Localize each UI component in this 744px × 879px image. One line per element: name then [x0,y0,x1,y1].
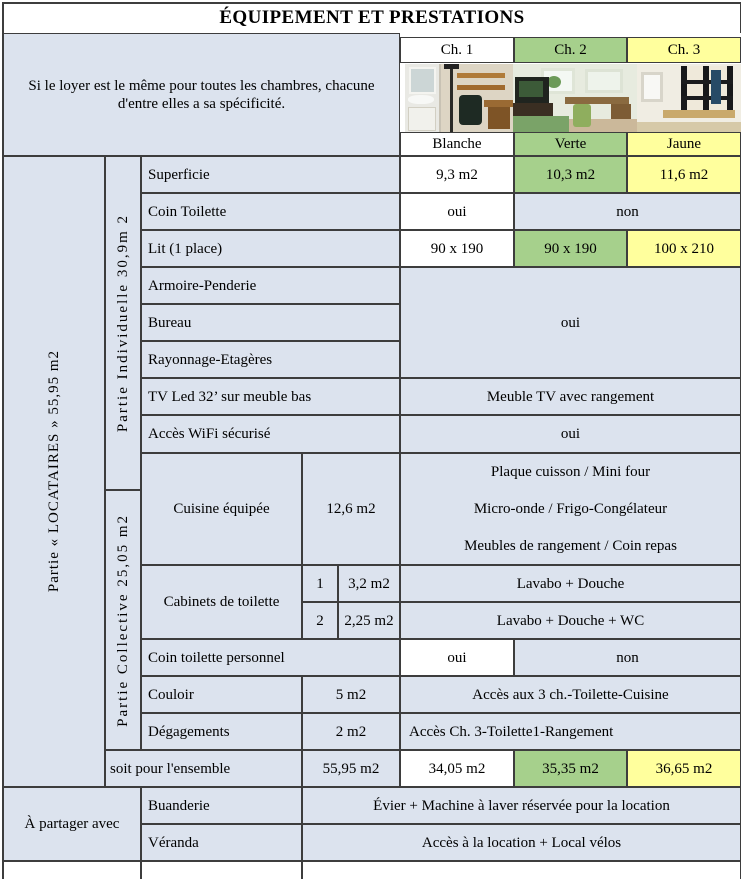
row-bureau-label: Bureau [141,304,400,341]
row-cabinets-label: Cabinets de toilette [141,565,302,639]
floor-shape [637,122,741,132]
total-ch2: 35,35 m2 [514,750,627,787]
shelf-post-shape [703,66,709,118]
row-rayonnage-label: Rayonnage-Etagères [141,341,400,378]
window-shape [585,69,623,93]
empty-cell [302,861,741,879]
lit-ch1: 90 x 190 [400,230,514,267]
cuisine-line-2: Micro-onde / Frigo-Congélateur [473,500,668,517]
lamp-pole-shape [450,66,453,132]
desk-shape [484,100,514,107]
empty-cell [141,861,302,879]
chair-shape [573,104,591,127]
room-name-ch2: Verte [514,132,627,156]
cabinet-1-value: Lavabo + Douche [400,565,741,602]
tv-stand-shape [513,103,553,119]
plant-shape [547,76,561,88]
superficie-ch2: 10,3 m2 [514,156,627,193]
shelf-post-shape [681,66,687,118]
section-collective-label: Partie Collective 25,05 m2 [115,513,131,727]
tv-value: Meuble TV avec rangement [400,378,741,415]
shelf-post-shape [727,66,733,118]
column-header-ch1: Ch. 1 [400,37,514,63]
section-locataires-label: Partie « LOCATAIRES » 55,95 m2 [46,350,62,593]
cuisine-size: 12,6 m2 [302,453,400,565]
row-degagements-label: Dégagements [141,713,302,750]
cabinet-1-size: 3,2 m2 [338,565,400,602]
room-name-ch3: Jaune [627,132,741,156]
row-coin-toilette-label: Coin Toilette [141,193,400,230]
bed-shape [513,116,569,132]
section-locataires: Partie « LOCATAIRES » 55,95 m2 [3,156,105,787]
mirror-shape [409,67,436,94]
total-size: 55,95 m2 [302,750,400,787]
couloir-size: 5 m2 [302,676,400,713]
room-photo-ch2-verte [513,64,637,132]
cabinet-2-size: 2,25 m2 [338,602,400,639]
blue-panel-shape [711,70,721,104]
total-label: soit pour l'ensemble [105,750,302,787]
coin-toilette-ch1: oui [400,193,514,230]
tv-screen-shape [519,81,543,97]
meubles-value: oui [400,267,741,378]
chair-shape [459,95,482,125]
column-header-ch3: Ch. 3 [627,37,741,63]
room-photo-ch1-blanche [405,64,514,132]
degagements-size: 2 m2 [302,713,400,750]
wall-shelf-shape [457,85,505,90]
row-cuisine-label: Cuisine équipée [141,453,302,565]
row-superficie-label: Superficie [141,156,400,193]
row-couloir-label: Couloir [141,676,302,713]
shelf-board-shape [681,96,733,100]
drawer-unit-shape [488,107,510,129]
degagements-value: Accès Ch. 3-Toilette1-Rangement [400,713,741,750]
cuisine-line-1: Plaque cuisson / Mini four [490,464,651,481]
veranda-value: Accès à la location + Local vélos [302,824,741,861]
buanderie-value: Évier + Machine à laver réservée pour la… [302,787,741,824]
column-header-ch2: Ch. 2 [514,37,627,63]
desk-shape [565,97,629,104]
row-lit-label: Lit (1 place) [141,230,400,267]
shelf-board-shape [681,80,733,84]
row-tv-label: TV Led 32’ sur meuble bas [141,378,400,415]
row-coin-perso-label: Coin toilette personnel [141,639,400,676]
sink-shape [408,95,434,104]
superficie-ch3: 11,6 m2 [627,156,741,193]
wall-shelf-shape [457,73,505,78]
row-armoire-label: Armoire-Penderie [141,267,400,304]
cabinet-shape [408,107,436,131]
cabinet-2-num: 2 [302,602,338,639]
desk-shape [663,110,735,118]
coin-perso-ch2-ch3: non [514,639,741,676]
empty-cell [3,861,141,879]
coin-perso-ch1: oui [400,639,514,676]
lamp-head-shape [444,64,459,69]
intro-text: Si le loyer est le même pour toutes les … [3,33,400,156]
room-photo-ch3-jaune [637,64,741,132]
row-buanderie-label: Buanderie [141,787,302,824]
section-individuelle-label: Partie Individuelle 30,9m 2 [115,213,131,433]
cabinet-1-num: 1 [302,565,338,602]
section-collective: Partie Collective 25,05 m2 [105,490,141,750]
cuisine-line-3: Meubles de rangement / Coin repas [464,537,677,554]
row-veranda-label: Véranda [141,824,302,861]
row-wifi-label: Accès WiFi sécurisé [141,415,400,453]
total-ch3: 36,65 m2 [627,750,741,787]
couloir-value: Accès aux 3 ch.-Toilette-Cuisine [400,676,741,713]
section-individuelle: Partie Individuelle 30,9m 2 [105,156,141,490]
lit-ch2: 90 x 190 [514,230,627,267]
superficie-ch1: 9,3 m2 [400,156,514,193]
total-ch1: 34,05 m2 [400,750,514,787]
lit-ch3: 100 x 210 [627,230,741,267]
cuisine-content: Plaque cuisson / Mini four Micro-onde / … [400,453,741,565]
room-name-ch1: Blanche [400,132,514,156]
coin-toilette-ch2-ch3: non [514,193,741,230]
wifi-value: oui [400,415,741,453]
cabinet-2-value: Lavabo + Douche + WC [400,602,741,639]
window-shape [641,72,663,102]
page-title: ÉQUIPEMENT ET PRESTATIONS [3,3,741,34]
section-a-partager: À partager avec [3,787,141,861]
